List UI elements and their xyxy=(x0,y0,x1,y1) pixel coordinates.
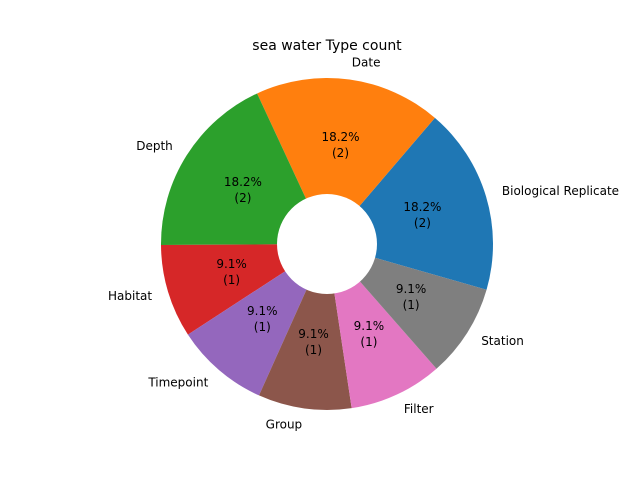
donut-hole xyxy=(277,194,377,294)
slice-label-biological-replicate: Biological Replicate xyxy=(502,184,619,198)
slice-label-timepoint: Timepoint xyxy=(147,375,208,389)
slice-percent-filter: 9.1% xyxy=(354,319,385,333)
slice-percent-timepoint: 9.1% xyxy=(247,304,278,318)
slice-label-date: Date xyxy=(352,56,381,70)
slice-label-station: Station xyxy=(481,334,524,348)
slice-percent-biological-replicate: 18.2% xyxy=(403,200,441,214)
chart-title: sea water Type count xyxy=(252,38,402,54)
slice-percent-date: 18.2% xyxy=(321,130,359,144)
slice-depth xyxy=(160,93,327,246)
slice-label-filter: Filter xyxy=(404,402,434,416)
slice-station xyxy=(327,244,487,369)
slice-count-depth: (2) xyxy=(234,191,251,205)
slice-label-habitat: Habitat xyxy=(108,289,152,303)
slice-label-group: Group xyxy=(266,417,303,431)
slice-percent-depth: 18.2% xyxy=(224,175,262,189)
slice-percent-station: 9.1% xyxy=(396,282,427,296)
slice-percent-group: 9.1% xyxy=(298,327,329,341)
slice-count-group: (1) xyxy=(305,343,322,357)
slice-label-depth: Depth xyxy=(136,139,173,153)
labels-layer: Biological Replicate 18.2% (2) Date 18.2% (2)… xyxy=(108,56,619,432)
slice-count-habitat: (1) xyxy=(223,273,240,287)
slice-timepoint xyxy=(187,244,327,396)
slice-date xyxy=(257,77,435,244)
slice-count-timepoint: (1) xyxy=(254,320,271,334)
slice-count-filter: (1) xyxy=(360,335,377,349)
slice-count-station: (1) xyxy=(403,298,420,312)
slice-percent-habitat: 9.1% xyxy=(216,257,247,271)
slice-count-biological-replicate: (2) xyxy=(414,216,431,230)
slice-count-date: (2) xyxy=(332,146,349,160)
